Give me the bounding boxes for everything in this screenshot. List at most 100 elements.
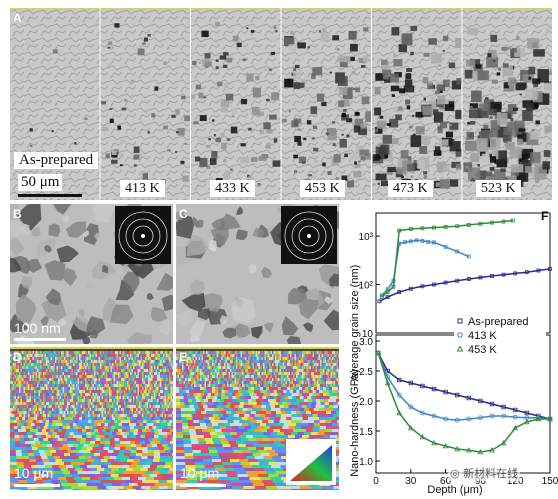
panel-c-diffraction-inset [281, 206, 337, 264]
grain-size-point [443, 244, 448, 249]
legend-entry: 453 K [468, 344, 497, 356]
strip-1 [100, 8, 190, 200]
grain-size-point [432, 282, 436, 287]
grain-size-point [385, 290, 390, 294]
hardness-point [478, 398, 483, 404]
hardness-point [408, 380, 413, 386]
grain-size-point [432, 240, 436, 245]
panel-b-diffraction-inset [115, 206, 171, 264]
grain-size-point [391, 284, 396, 289]
hardness-point [431, 439, 437, 446]
hardness-point [524, 410, 529, 416]
hardness-tick-label: 1.0 [359, 457, 373, 468]
depth-tick-label: 0 [373, 476, 379, 487]
depth-tick-label: 60 [440, 476, 452, 487]
panel-d-scale-bar [14, 484, 60, 487]
watermark: ◎ 新材料在线 [448, 465, 521, 481]
grain-size-point [420, 238, 425, 243]
hardness-point [489, 401, 495, 407]
hardness-point [455, 392, 460, 398]
grain-size-point [408, 286, 413, 291]
grain-size-point [490, 220, 494, 225]
panel-c-label: C [179, 207, 188, 221]
grain-size-point [455, 249, 460, 254]
legend-entry: 413 K [468, 330, 497, 342]
grain-size-point [548, 267, 552, 271]
hardness-point [396, 392, 402, 398]
grain-size-point [420, 284, 425, 289]
hardness-point [535, 415, 542, 422]
strip-label-473k: 473 K [388, 180, 433, 197]
hardness-point [397, 377, 402, 383]
grain-size-line-0 [379, 268, 551, 303]
grain-size-point [524, 270, 529, 275]
grain-size-point [432, 225, 436, 230]
hardness-point [442, 442, 449, 449]
grain-size-point [501, 272, 506, 277]
hardness-tick-label: 1.5 [359, 427, 373, 438]
legend-marker [457, 332, 463, 338]
hardness-point [454, 445, 461, 452]
hardness-line-2 [377, 352, 550, 453]
legend-entry: As-prepared [468, 316, 529, 328]
grain-size-point [443, 224, 448, 229]
grain-size-point [513, 271, 518, 276]
grain-size-point [385, 295, 390, 300]
panel-f-charts: F Average grain size (nm) Nano-hardness … [349, 209, 558, 496]
hardness-point [512, 407, 518, 413]
grain-size-point [426, 239, 431, 244]
hardness-point [500, 439, 507, 446]
hardness-point [407, 424, 414, 431]
panel-b: B 100 nm [10, 204, 173, 344]
grain-size-point [466, 223, 471, 227]
hardness-tick-label: 2.5 [359, 367, 373, 378]
watermark-icon: ◎ [450, 467, 464, 480]
panel-d-label: D [13, 350, 22, 364]
grain-size-point [466, 254, 471, 259]
grain-size-point [408, 239, 413, 244]
grain-size-point [455, 224, 460, 229]
hardness-point [477, 415, 483, 421]
hardness-point [420, 410, 425, 416]
hardness-point [501, 413, 507, 419]
panel-d: D 10 μm [10, 347, 173, 490]
hardness-line-0 [377, 352, 551, 420]
panel-e-scale-bar-label: 10 μm [180, 465, 220, 481]
grain-size-point [478, 275, 483, 280]
grain-size-point [414, 238, 419, 243]
hardness-point [443, 389, 448, 395]
depth-tick-label: 90 [475, 476, 487, 487]
hardness-point [431, 413, 437, 419]
hardness-point [431, 386, 437, 392]
hardness-point [465, 447, 472, 453]
panel-a-scale-bar [18, 194, 82, 197]
grain-size-point [455, 278, 460, 283]
grain-size-point [510, 218, 515, 223]
hardness-point [523, 418, 530, 425]
hardness-point [466, 395, 471, 401]
strip-label-413k: 413 K [120, 180, 165, 197]
panel-e-label: E [179, 350, 188, 364]
panel-f-label: F [541, 209, 548, 223]
hardness-axis-label: Nano-hardness (GPa) [349, 369, 361, 477]
hardness-point [384, 379, 391, 386]
grain-size-point [501, 219, 506, 224]
strip-label-433k: 433 K [210, 180, 255, 197]
hardness-line-1 [377, 352, 551, 421]
hardness-tick-label: 2.0 [359, 397, 373, 408]
hardness-point [396, 409, 403, 416]
hardness-point [477, 448, 484, 455]
grain-size-axis-label: Average grain size (nm) [349, 265, 361, 382]
grain-size-point [397, 290, 402, 294]
grain-size-point [379, 295, 384, 300]
hardness-point [512, 414, 518, 420]
grain-size-point [377, 299, 382, 304]
hardness-point [375, 349, 382, 356]
hardness-tick-label: 3.0 [359, 337, 373, 348]
grain-size-tick-label: 10³ [359, 232, 374, 243]
strip-0 [10, 8, 100, 200]
hardness-point [420, 383, 425, 389]
grain-size-point [420, 226, 425, 231]
grain-size-line-2 [381, 219, 513, 298]
